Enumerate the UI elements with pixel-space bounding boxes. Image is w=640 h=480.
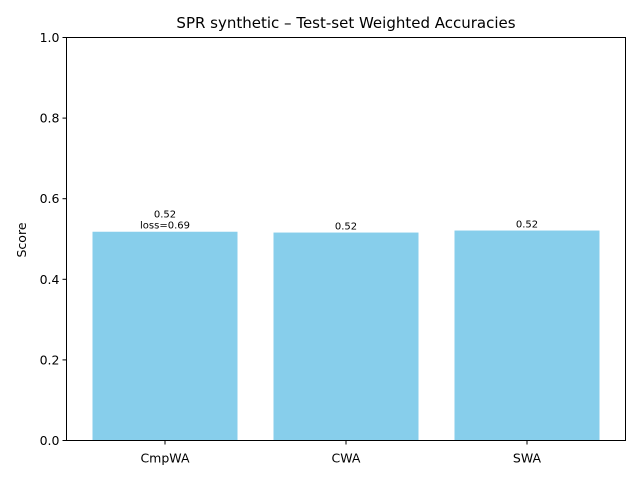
bars-layer <box>92 230 600 441</box>
y-tick-label: 0.6 <box>40 191 60 206</box>
y-axis-title: Score <box>14 222 29 257</box>
x-tick-label: CmpWA <box>140 451 190 466</box>
bar-data-label: 0.52 <box>516 220 538 231</box>
bar-data-label: 0.52 <box>154 210 176 221</box>
y-tick-label: 0.2 <box>40 352 60 367</box>
bar-data-label: 0.52 <box>335 222 357 233</box>
y-tick-label: 0.4 <box>40 272 60 287</box>
bar-cwa <box>273 232 419 441</box>
plot-frame <box>66 37 626 441</box>
x-axis: CmpWA CWA SWA <box>140 440 542 466</box>
x-tick-label: CWA <box>332 451 361 466</box>
bar-swa <box>454 230 600 441</box>
y-tick-label: 1.0 <box>40 30 60 45</box>
bar-data-label: loss=0.69 <box>140 221 190 232</box>
chart-title: SPR synthetic – Test-set Weighted Accura… <box>176 14 515 32</box>
y-tick-label: 0.8 <box>40 111 60 126</box>
bar-cmpwa <box>92 231 238 441</box>
y-tick-label: 0.0 <box>40 433 60 448</box>
y-axis: 0.0 0.2 0.4 0.6 0.8 1.0 <box>40 30 67 448</box>
x-tick-label: SWA <box>513 451 542 466</box>
